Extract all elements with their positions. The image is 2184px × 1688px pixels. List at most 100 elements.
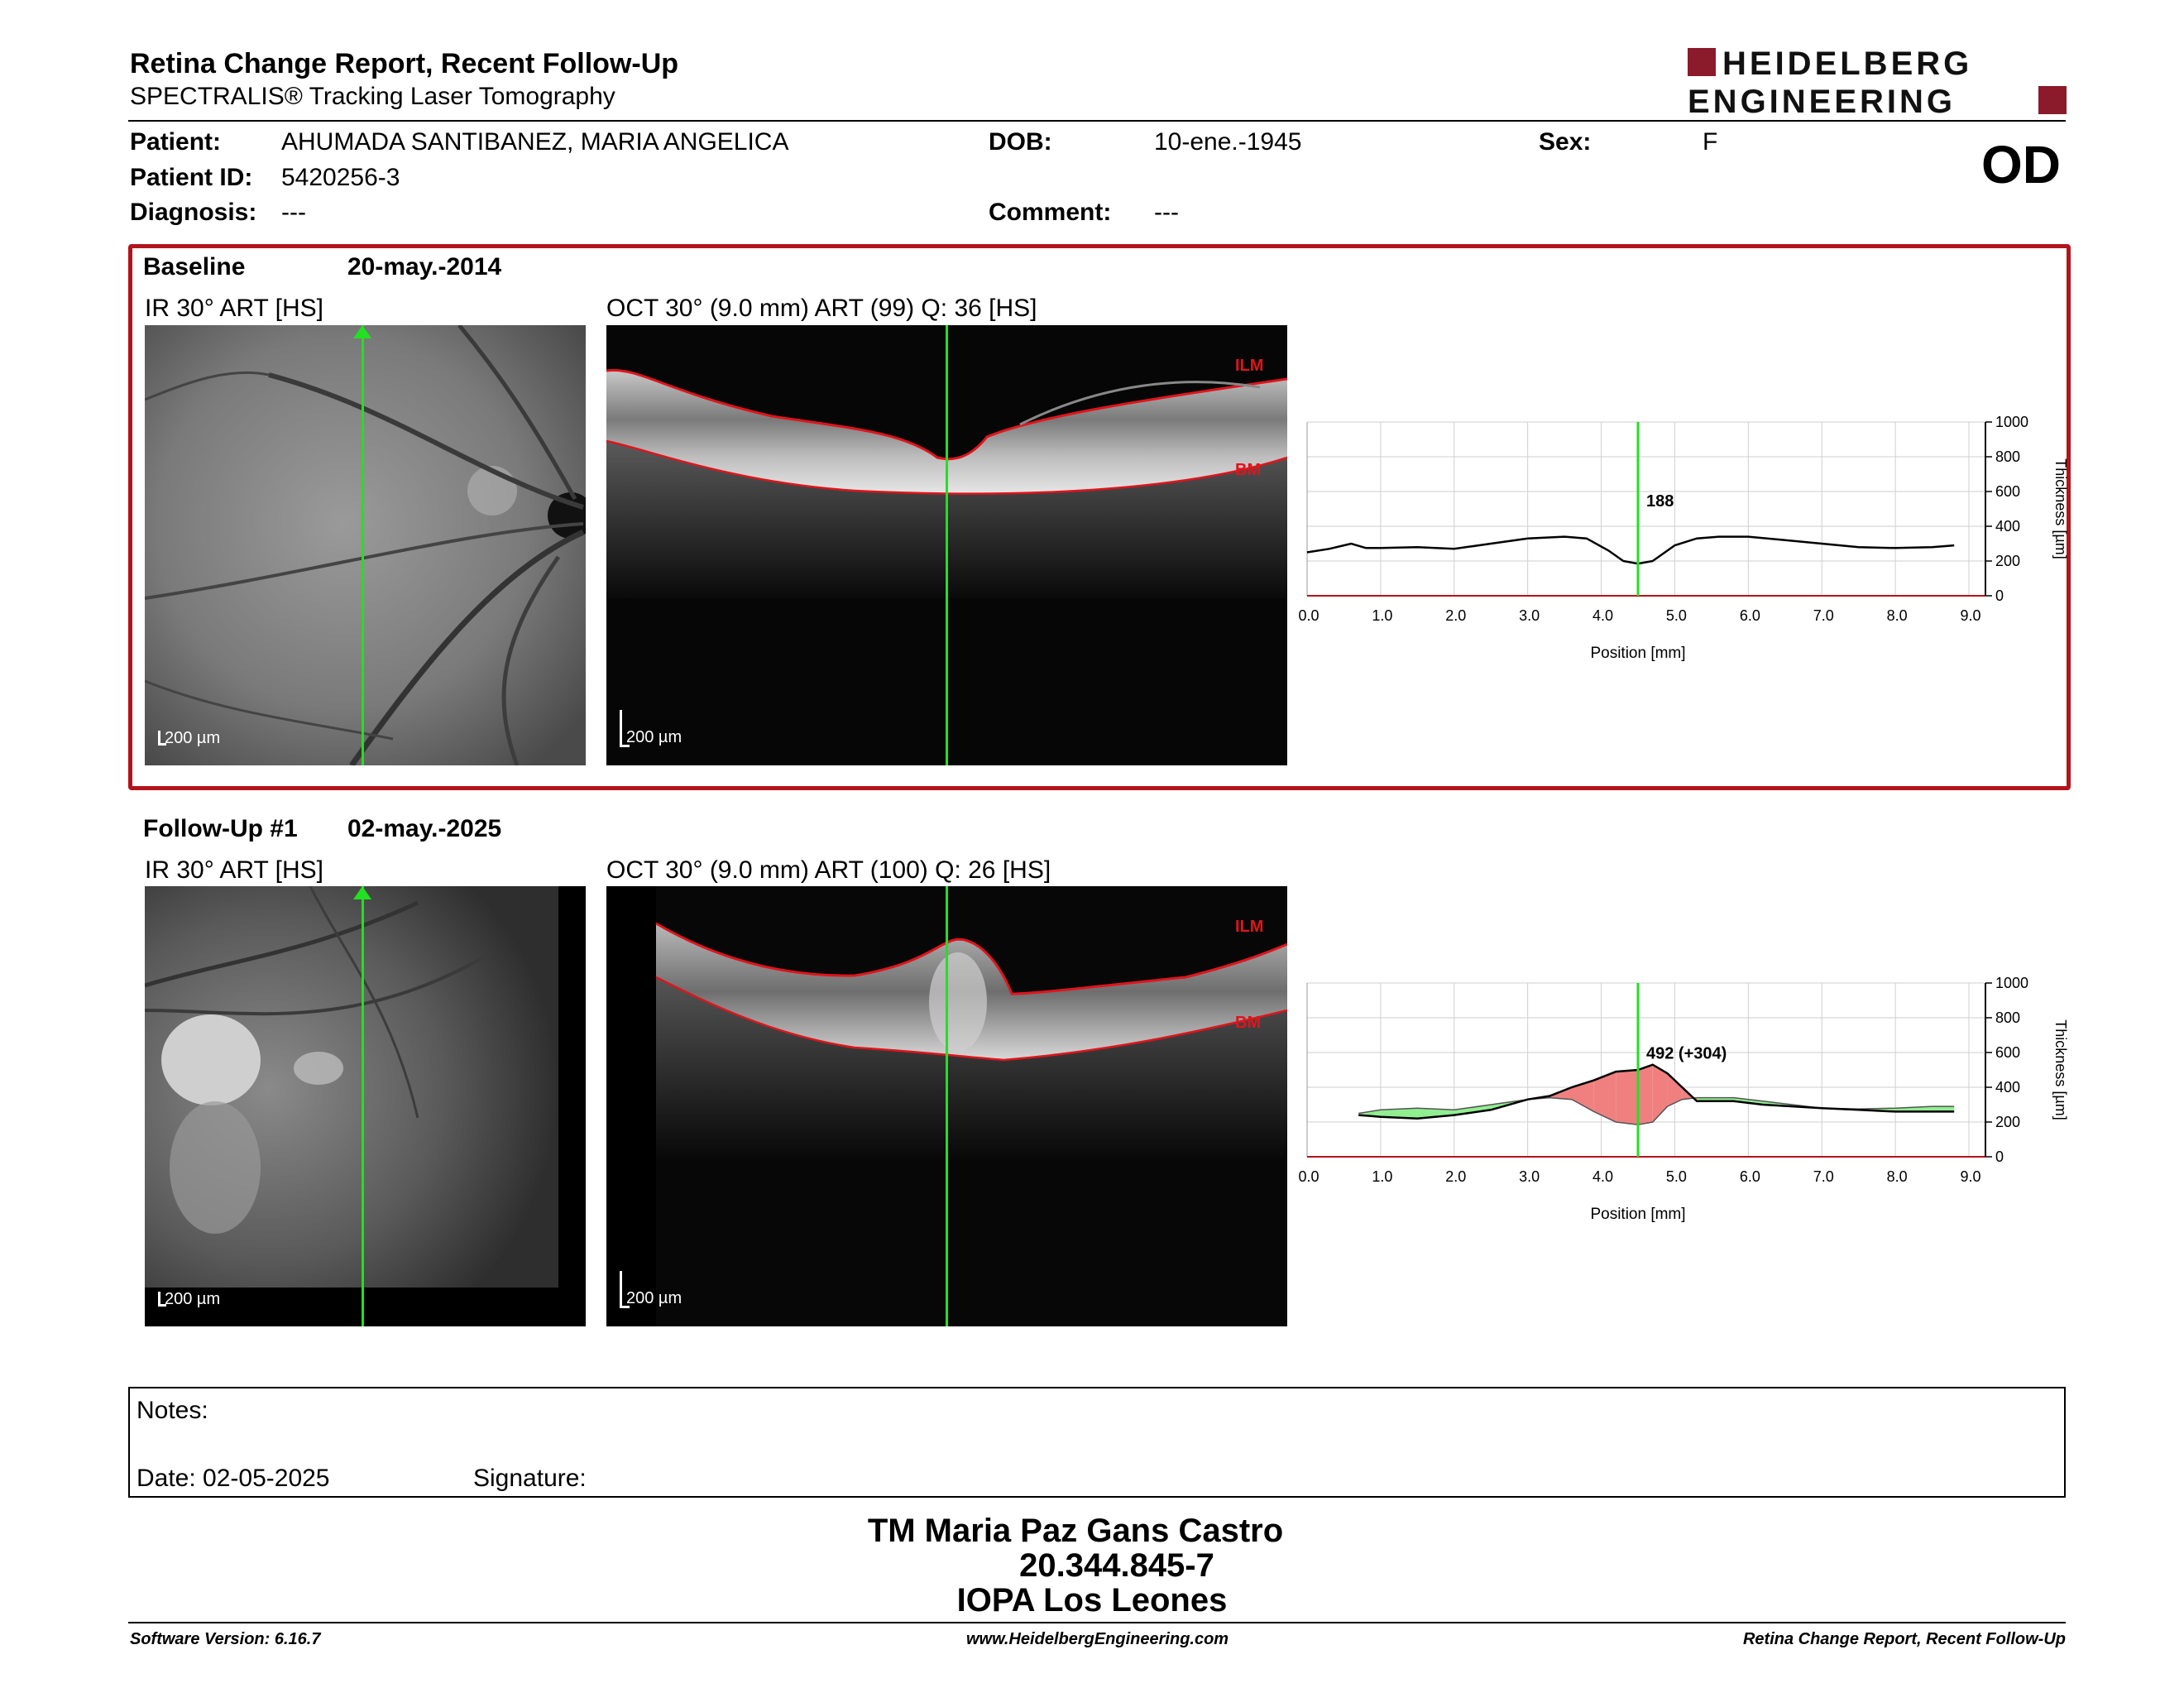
patient-id: 5420256-3 — [281, 164, 400, 191]
scale-label: 200 µm — [165, 1290, 221, 1308]
y-tick-label: 200 — [1995, 1114, 2020, 1130]
patient-id-label: Patient ID: — [130, 164, 253, 191]
followup-ir-fundus-image: 200 µm — [145, 886, 586, 1326]
y-tick-label: 0 — [1995, 587, 2004, 604]
x-tick-label: 3.0 — [1519, 1168, 1540, 1185]
signer-organization: IOPA Los Leones — [956, 1582, 1228, 1618]
y-tick-label: 200 — [1995, 553, 2020, 569]
comment-label: Comment: — [989, 199, 1112, 226]
baseline-label: Baseline — [143, 253, 246, 281]
scale-bar-icon — [158, 731, 160, 746]
scale-bar-icon — [158, 1292, 160, 1307]
x-tick-label: 6.0 — [1740, 1168, 1760, 1185]
y-tick-label: 600 — [1995, 483, 2020, 500]
eye-indicator: OD — [1981, 135, 2061, 194]
x-axis-title: Position [mm] — [1590, 645, 1685, 662]
followup-ir-caption: IR 30° ART [HS] — [145, 856, 323, 884]
diagnosis-value: --- — [281, 199, 306, 226]
increase-area — [1638, 1064, 1653, 1125]
sex-label: Sex: — [1539, 128, 1592, 156]
x-tick-label: 1.0 — [1372, 1168, 1392, 1185]
baseline-oct-bscan-image: ILM BM 200 µm — [606, 325, 1287, 765]
notes-label: Notes: — [136, 1397, 208, 1424]
baseline-ir-caption: IR 30° ART [HS] — [145, 295, 323, 322]
x-tick-label: 4.0 — [1592, 607, 1613, 624]
x-tick-label: 8.0 — [1887, 1168, 1908, 1185]
dob-value: 10-ene.-1945 — [1154, 128, 1302, 156]
logo-line1: HEIDELBERG — [1722, 46, 1972, 82]
followup-ir-scan-line — [362, 886, 364, 1326]
heidelberg-logo: HEIDELBERG ENGINEERING — [1688, 45, 2068, 120]
ilm-label: ILM — [1235, 357, 1264, 375]
report-subtitle: SPECTRALIS® Tracking Laser Tomography — [130, 83, 615, 110]
thickness-series-line — [1306, 535, 1955, 565]
scan-direction-arrow-icon — [353, 325, 371, 338]
x-tick-label: 6.0 — [1740, 607, 1760, 624]
scale-bar-icon — [620, 710, 622, 747]
software-version: Software Version: 6.16.7 — [130, 1630, 321, 1648]
y-tick-label: 600 — [1995, 1044, 2020, 1061]
y-axis-title: Thickness [µm] — [2052, 1019, 2068, 1120]
x-axis-title: Position [mm] — [1590, 1206, 1685, 1223]
footer-report-name: Retina Change Report, Recent Follow-Up — [1742, 1630, 2066, 1648]
x-tick-label: 3.0 — [1519, 607, 1540, 624]
x-tick-label: 9.0 — [1960, 1168, 1980, 1185]
scale-label: 200 µm — [626, 1289, 682, 1307]
followup-series-line — [1358, 1063, 1955, 1120]
diagnosis-label: Diagnosis: — [130, 199, 257, 226]
followup-label: Follow-Up #1 — [143, 815, 298, 842]
x-tick-label: 2.0 — [1445, 607, 1466, 624]
scale-label: 200 µm — [165, 729, 221, 747]
y-tick-label: 1000 — [1995, 975, 2028, 991]
scale-bar-icon — [620, 1271, 622, 1308]
signer-id: 20.344.845-7 — [1019, 1547, 1214, 1584]
baseline-ir-scan-line — [362, 325, 364, 765]
baseline-oct-caption: OCT 30° (9.0 mm) ART (99) Q: 36 [HS] — [606, 295, 1037, 322]
increase-area — [1667, 1073, 1683, 1107]
logo-line2: ENGINEERING — [1688, 84, 1956, 117]
decrease-area — [1932, 1106, 1955, 1112]
x-tick-label: 0.0 — [1299, 607, 1320, 624]
notes-box[interactable]: Notes: Date: 02-05-2025 Signature: — [128, 1387, 2066, 1498]
website-link[interactable]: www.HeidelbergEngineering.com — [966, 1630, 1229, 1648]
scale-label: 200 µm — [626, 728, 682, 746]
y-axis-title: Thickness [µm] — [2052, 458, 2068, 559]
y-tick-label: 800 — [1995, 1009, 2020, 1026]
baseline-ir-fundus-image: 200 µm — [145, 325, 586, 765]
decrease-area — [1454, 1105, 1492, 1115]
signer-name: TM Maria Paz Gans Castro — [867, 1513, 1284, 1549]
baseline-date: 20-may.-2014 — [347, 253, 502, 281]
x-tick-label: 5.0 — [1666, 607, 1687, 624]
x-tick-label: 5.0 — [1666, 1168, 1687, 1185]
notes-date: Date: 02-05-2025 — [136, 1465, 330, 1492]
baseline-frame — [128, 244, 2071, 790]
report-title: Retina Change Report, Recent Follow-Up — [130, 48, 679, 79]
decrease-area — [1895, 1106, 1933, 1112]
x-tick-label: 0.0 — [1299, 1168, 1320, 1185]
x-tick-label: 7.0 — [1813, 607, 1834, 624]
decrease-area — [1380, 1108, 1418, 1119]
y-tick-label: 1000 — [1995, 414, 2028, 430]
comment-value: --- — [1154, 199, 1179, 226]
increase-area — [1652, 1064, 1668, 1122]
decrease-area — [1417, 1108, 1454, 1119]
followup-oct-cursor-line — [946, 886, 948, 1326]
signature-label: Signature: — [473, 1465, 587, 1492]
scan-direction-arrow-icon — [353, 886, 371, 899]
x-tick-label: 7.0 — [1813, 1168, 1834, 1185]
baseline-oct-cursor-line — [946, 325, 948, 765]
increase-area — [1616, 1070, 1638, 1125]
patient-name-label: Patient: — [130, 128, 222, 156]
x-tick-label: 1.0 — [1372, 607, 1392, 624]
patient-name: AHUMADA SANTIBANEZ, MARIA ANGELICA — [281, 128, 789, 156]
y-tick-label: 400 — [1995, 518, 2020, 535]
dob-label: DOB: — [989, 128, 1052, 156]
y-tick-label: 400 — [1995, 1079, 2020, 1096]
x-tick-label: 8.0 — [1887, 607, 1908, 624]
followup-date: 02-may.-2025 — [347, 815, 502, 842]
y-tick-label: 0 — [1995, 1149, 2004, 1165]
bm-label: BM — [1235, 1014, 1262, 1032]
baseline-thickness-chart: 0.0 1.0 2.0 3.0 4.0 5.0 6.0 7.0 8.0 9.0 0 200 400 600… — [1299, 414, 2068, 662]
ilm-label: ILM — [1235, 918, 1264, 936]
y-tick-label: 800 — [1995, 448, 2020, 465]
